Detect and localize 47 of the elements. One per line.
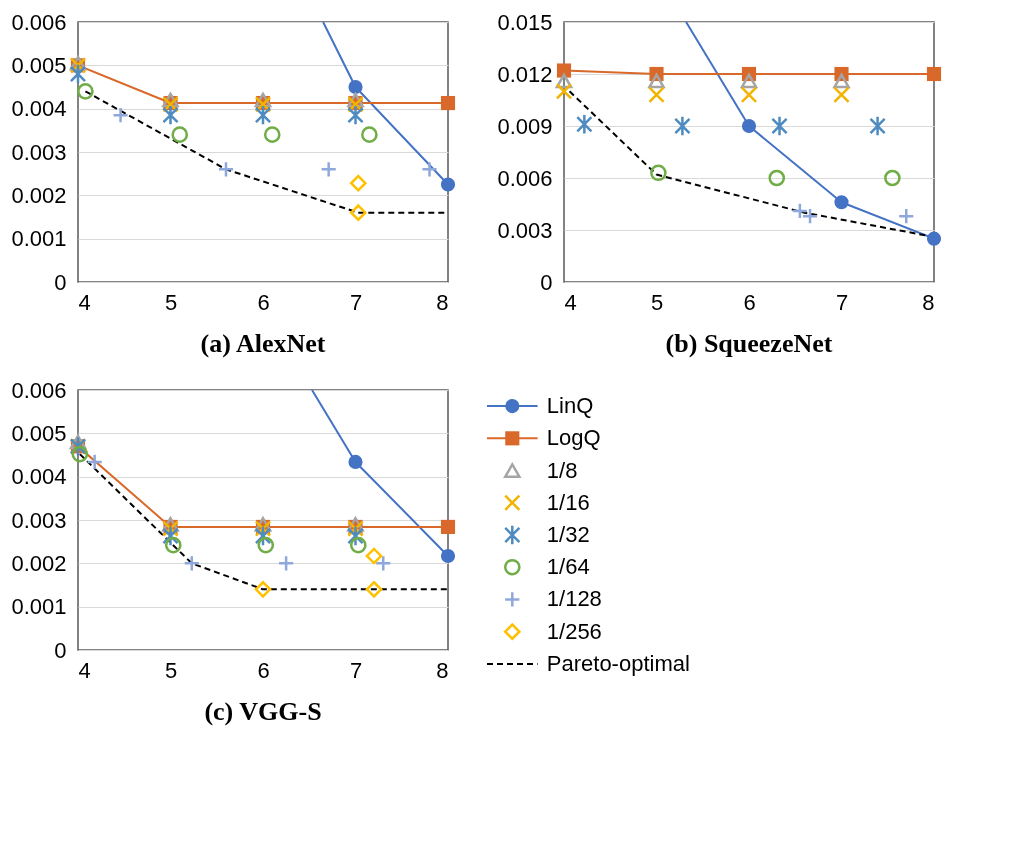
y-tick-label: 0.003 [497,217,553,243]
x-tick-label: 7 [835,289,849,315]
y-tick-label: 0.001 [11,226,67,252]
y-tick-label: 0.004 [11,464,67,490]
text: (b) SqueezeNet [665,329,833,358]
y-tick-label: 0.015 [497,9,553,35]
x-tick-label: 8 [436,289,449,315]
y-tick-label: 0.003 [11,507,67,533]
x-tick-label: 8 [436,657,449,683]
text: (a) AlexNet [200,329,326,358]
y-tick-label: 0.009 [497,113,553,139]
y-tick-label: 0 [54,269,67,295]
legend-label: 1/64 [546,554,590,580]
legend-label: 1/8 [546,457,578,483]
y-tick-label: 0.006 [497,165,553,191]
x-tick-label: 6 [257,289,270,315]
x-tick-label: 6 [257,657,270,683]
y-tick-label: 0.004 [11,96,67,122]
y-tick-label: 0.003 [11,139,67,165]
legend-label: 1/256 [546,618,602,644]
x-tick-label: 5 [650,289,664,315]
y-tick-label: 0.002 [11,550,67,576]
y-tick-label: 0.005 [11,420,67,446]
y-tick-label: 0.006 [11,377,67,403]
x-tick-label: 8 [922,289,935,315]
y-tick-label: 0.006 [11,9,67,35]
x-tick-label: 5 [164,657,178,683]
x-tick-label: 7 [349,657,363,683]
y-tick-label: 0.005 [11,52,67,78]
x-tick-label: 5 [164,289,178,315]
y-tick-label: 0.001 [11,594,67,620]
legend-label: 1/32 [546,522,590,547]
x-tick-label: 7 [349,289,363,315]
x-tick-label: 4 [78,657,91,683]
legend-label: LinQ [546,393,594,419]
x-tick-label: 4 [564,289,577,315]
legend-label: LogQ [546,425,601,451]
legend-label: 1/128 [546,586,602,612]
y-tick-label: 0.002 [11,182,67,208]
y-tick-label: 0 [540,269,553,295]
text: (c) VGG-S [204,697,322,726]
legend-label: Pareto-optimal [546,650,690,676]
y-tick-label: 0.012 [497,61,553,87]
legend-label: 1/16 [546,489,590,515]
x-tick-label: 4 [78,289,91,315]
y-tick-label: 0 [54,637,67,663]
x-tick-label: 6 [743,289,756,315]
